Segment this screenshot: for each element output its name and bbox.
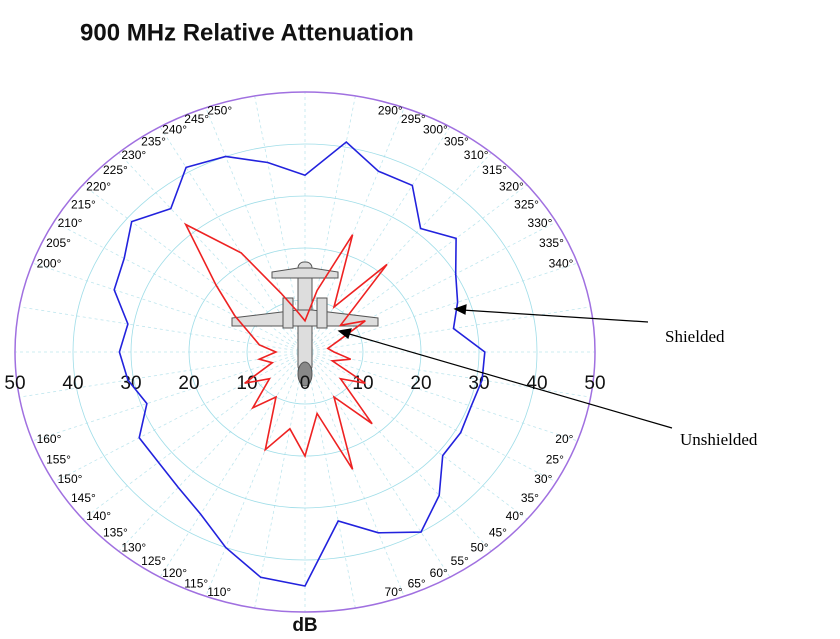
radial-tick-label: 0 bbox=[300, 373, 311, 394]
angle-tick-label: 245° bbox=[184, 112, 209, 126]
angle-tick-label: 45° bbox=[489, 525, 507, 539]
angle-tick-label: 145° bbox=[71, 491, 96, 505]
radial-axis-label: dB bbox=[292, 615, 317, 636]
radial-tick-label: 20 bbox=[178, 373, 199, 394]
angle-tick-label: 125° bbox=[141, 554, 166, 568]
angle-tick-label: 305° bbox=[444, 134, 469, 148]
grid-spoke bbox=[305, 352, 491, 551]
angle-tick-label: 30° bbox=[534, 472, 552, 486]
angle-tick-label: 140° bbox=[86, 509, 111, 523]
angle-tick-label: 65° bbox=[408, 576, 426, 590]
radial-tick-label: 20 bbox=[410, 373, 431, 394]
angle-tick-label: 215° bbox=[71, 197, 96, 211]
angle-tick-label: 110° bbox=[207, 585, 231, 599]
angle-tick-label: 290° bbox=[378, 104, 403, 118]
chart-title: 900 MHz Relative Attenuation bbox=[80, 19, 414, 46]
angle-tick-label: 315° bbox=[482, 163, 507, 177]
angle-tick-label: 60° bbox=[430, 566, 448, 580]
angle-tick-label: 200° bbox=[37, 257, 62, 271]
angle-tick-label: 250° bbox=[207, 104, 232, 118]
angle-tick-label: 335° bbox=[539, 236, 564, 250]
angle-tick-label: 120° bbox=[162, 566, 187, 580]
radial-tick-label: 40 bbox=[62, 373, 83, 394]
angle-tick-label: 325° bbox=[514, 197, 539, 211]
angle-tick-label: 310° bbox=[464, 148, 489, 162]
radial-tick-label: 50 bbox=[4, 373, 25, 394]
angle-tick-label: 20° bbox=[555, 432, 573, 446]
angle-tick-label: 130° bbox=[121, 540, 146, 554]
radial-tick-label: 30 bbox=[468, 373, 489, 394]
annotation: Unshielded bbox=[680, 430, 758, 449]
airplane-icon bbox=[232, 262, 378, 386]
angle-tick-label: 225° bbox=[103, 163, 128, 177]
annotation: Shielded bbox=[665, 327, 725, 346]
angle-tick-label: 210° bbox=[58, 216, 83, 230]
series-line bbox=[186, 225, 387, 470]
angle-tick-label: 320° bbox=[499, 180, 524, 194]
angle-tick-label: 135° bbox=[103, 525, 128, 539]
angle-tick-label: 35° bbox=[521, 491, 539, 505]
angle-tick-label: 340° bbox=[549, 257, 574, 271]
grid-spoke bbox=[305, 185, 527, 352]
angle-tick-label: 235° bbox=[141, 134, 166, 148]
angle-tick-label: 205° bbox=[46, 236, 71, 250]
angle-tick-label: 155° bbox=[46, 452, 71, 466]
angle-tick-label: 25° bbox=[546, 452, 564, 466]
angle-tick-label: 160° bbox=[37, 432, 62, 446]
radial-tick-label: 50 bbox=[584, 373, 605, 394]
angle-tick-label: 330° bbox=[528, 216, 553, 230]
angle-tick-label: 50° bbox=[470, 540, 488, 554]
angle-tick-label: 40° bbox=[506, 509, 524, 523]
angle-tick-label: 220° bbox=[86, 180, 111, 194]
annotation-arrows bbox=[339, 305, 672, 428]
angle-tick-label: 70° bbox=[385, 585, 403, 599]
chart: 900 MHz Relative Attenuation dB 01010202… bbox=[0, 0, 840, 639]
angle-tick-label: 150° bbox=[58, 472, 83, 486]
angle-tick-label: 55° bbox=[451, 554, 469, 568]
angle-tick-label: 230° bbox=[121, 148, 146, 162]
grid-spoke bbox=[119, 352, 305, 551]
grid-spoke bbox=[83, 185, 305, 352]
angle-tick-label: 115° bbox=[184, 576, 208, 590]
